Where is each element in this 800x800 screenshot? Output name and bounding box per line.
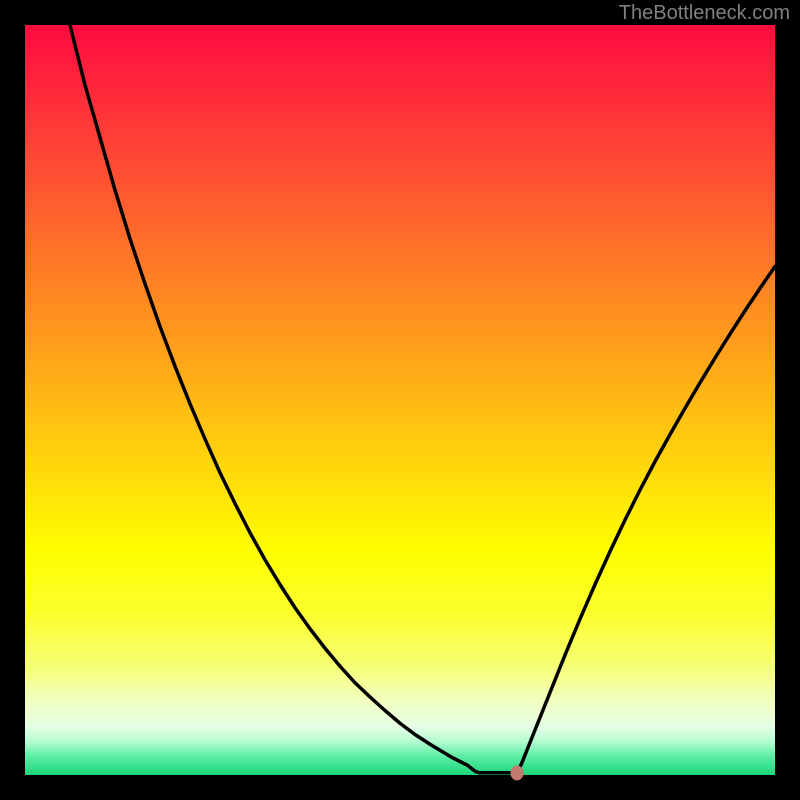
curve-layer <box>0 0 800 800</box>
bottleneck-curve <box>70 25 775 773</box>
watermark-text: TheBottleneck.com <box>619 2 790 25</box>
bottleneck-marker <box>511 765 524 780</box>
